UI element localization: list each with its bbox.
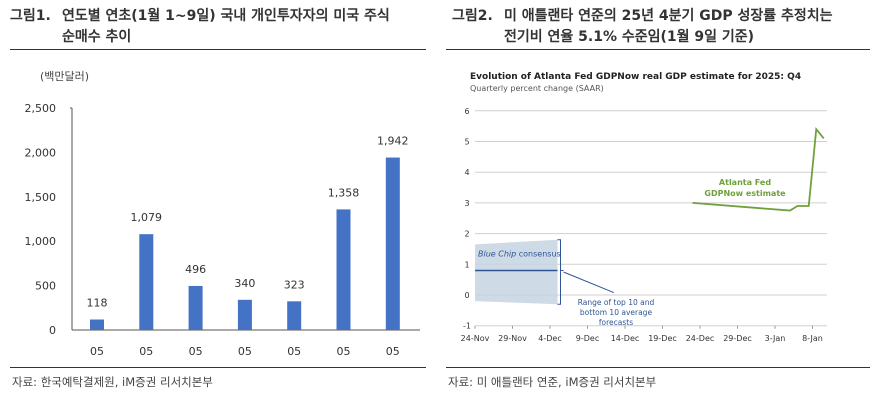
fig2-rule: [446, 49, 870, 50]
range-bracket: [557, 239, 564, 305]
fig2-bottom-rule: [446, 367, 870, 368]
bar: [336, 209, 351, 330]
data-label: 1,079: [131, 211, 163, 224]
y-tick-label: 0: [49, 324, 56, 337]
data-label: 323: [284, 278, 305, 291]
x-tick-label: 24-Dec: [686, 334, 715, 343]
bar: [90, 319, 104, 330]
gdpnow-label: GDPNow estimate: [704, 189, 786, 198]
y-tick-label: 2,000: [25, 146, 57, 159]
fig1-rule: [10, 49, 426, 50]
x-tick-label: 3-Jan: [765, 334, 786, 343]
y-tick-label: 2,500: [25, 102, 57, 115]
bar: [385, 157, 400, 330]
x-tick-label: 05: [90, 345, 104, 358]
forecast-range-band: [475, 239, 558, 305]
y-tick-label: 5: [464, 138, 469, 147]
chart-title: Evolution of Atlanta Fed GDPNow real GDP…: [470, 72, 801, 82]
x-tick-label: 05: [139, 345, 153, 358]
y-tick-label: 0: [464, 291, 469, 300]
bluechip-label: Blue Chip consensus: [478, 250, 561, 259]
bar: [237, 299, 252, 330]
fig1-source: 자료: 한국예탁결제원, iM증권 리서치본부: [12, 375, 213, 389]
data-label: 1,942: [377, 135, 409, 148]
range-label: forecasts: [599, 318, 633, 327]
x-tick-label: 05: [337, 345, 351, 358]
y-tick-label: 2: [464, 230, 469, 239]
x-tick-label: 05: [287, 345, 301, 358]
x-tick-label: 9-Dec: [576, 334, 599, 343]
y-axis-unit: (백만달러): [40, 70, 89, 83]
y-tick-label: -1: [463, 322, 471, 331]
x-tick-label: 4-Dec: [538, 334, 561, 343]
fig1-title: 그림1. 연도별 연초(1월 1~9일) 국내 개인투자자의 미국 주식 순매수 추…: [10, 8, 390, 45]
y-tick-label: 1,500: [25, 191, 57, 204]
fig2-source: 자료: 미 애틀랜타 연준, iM증권 리서치본부: [448, 375, 657, 389]
y-tick-label: 1: [464, 260, 469, 269]
y-tick-label: 500: [35, 280, 56, 293]
x-tick-label: 29-Nov: [498, 334, 527, 343]
y-tick-label: 6: [464, 107, 469, 116]
data-label: 118: [87, 297, 108, 310]
x-tick-label: 05: [189, 345, 203, 358]
bar: [287, 301, 302, 330]
y-tick-label: 4: [464, 168, 469, 177]
x-tick-label: 8-Jan: [802, 334, 823, 343]
range-label: Range of top 10 and: [578, 298, 655, 307]
range-label: bottom 10 average: [580, 308, 653, 317]
data-label: 496: [185, 263, 206, 276]
data-label: 1,358: [328, 186, 360, 199]
y-tick-label: 3: [464, 199, 469, 208]
x-tick-label: 19-Dec: [648, 334, 677, 343]
fig1-bottom-rule: [10, 367, 426, 368]
series-line: [692, 126, 825, 212]
x-tick-label: 24-Nov: [461, 334, 490, 343]
range-leader-line: [563, 271, 614, 294]
x-tick-label: 14-Dec: [611, 334, 640, 343]
fig2-title: 그림2. 미 애틀랜타 연준의 25년 4분기 GDP 성장률 추정치는 전기비 연…: [452, 8, 833, 45]
gdpnow-label: Atlanta Fed: [719, 178, 771, 187]
x-tick-label: 05: [238, 345, 252, 358]
bar: [188, 285, 203, 330]
chart-subtitle: Quarterly percent change (SAAR): [470, 84, 604, 93]
data-label: 340: [234, 277, 255, 290]
x-tick-label: 05: [386, 345, 400, 358]
bluechip-label-italic: Blue Chip: [478, 250, 516, 259]
bluechip-label-rest: consensus: [516, 250, 560, 259]
x-tick-label: 29-Dec: [723, 334, 752, 343]
bar: [139, 234, 154, 330]
y-tick-label: 1,000: [25, 235, 57, 248]
